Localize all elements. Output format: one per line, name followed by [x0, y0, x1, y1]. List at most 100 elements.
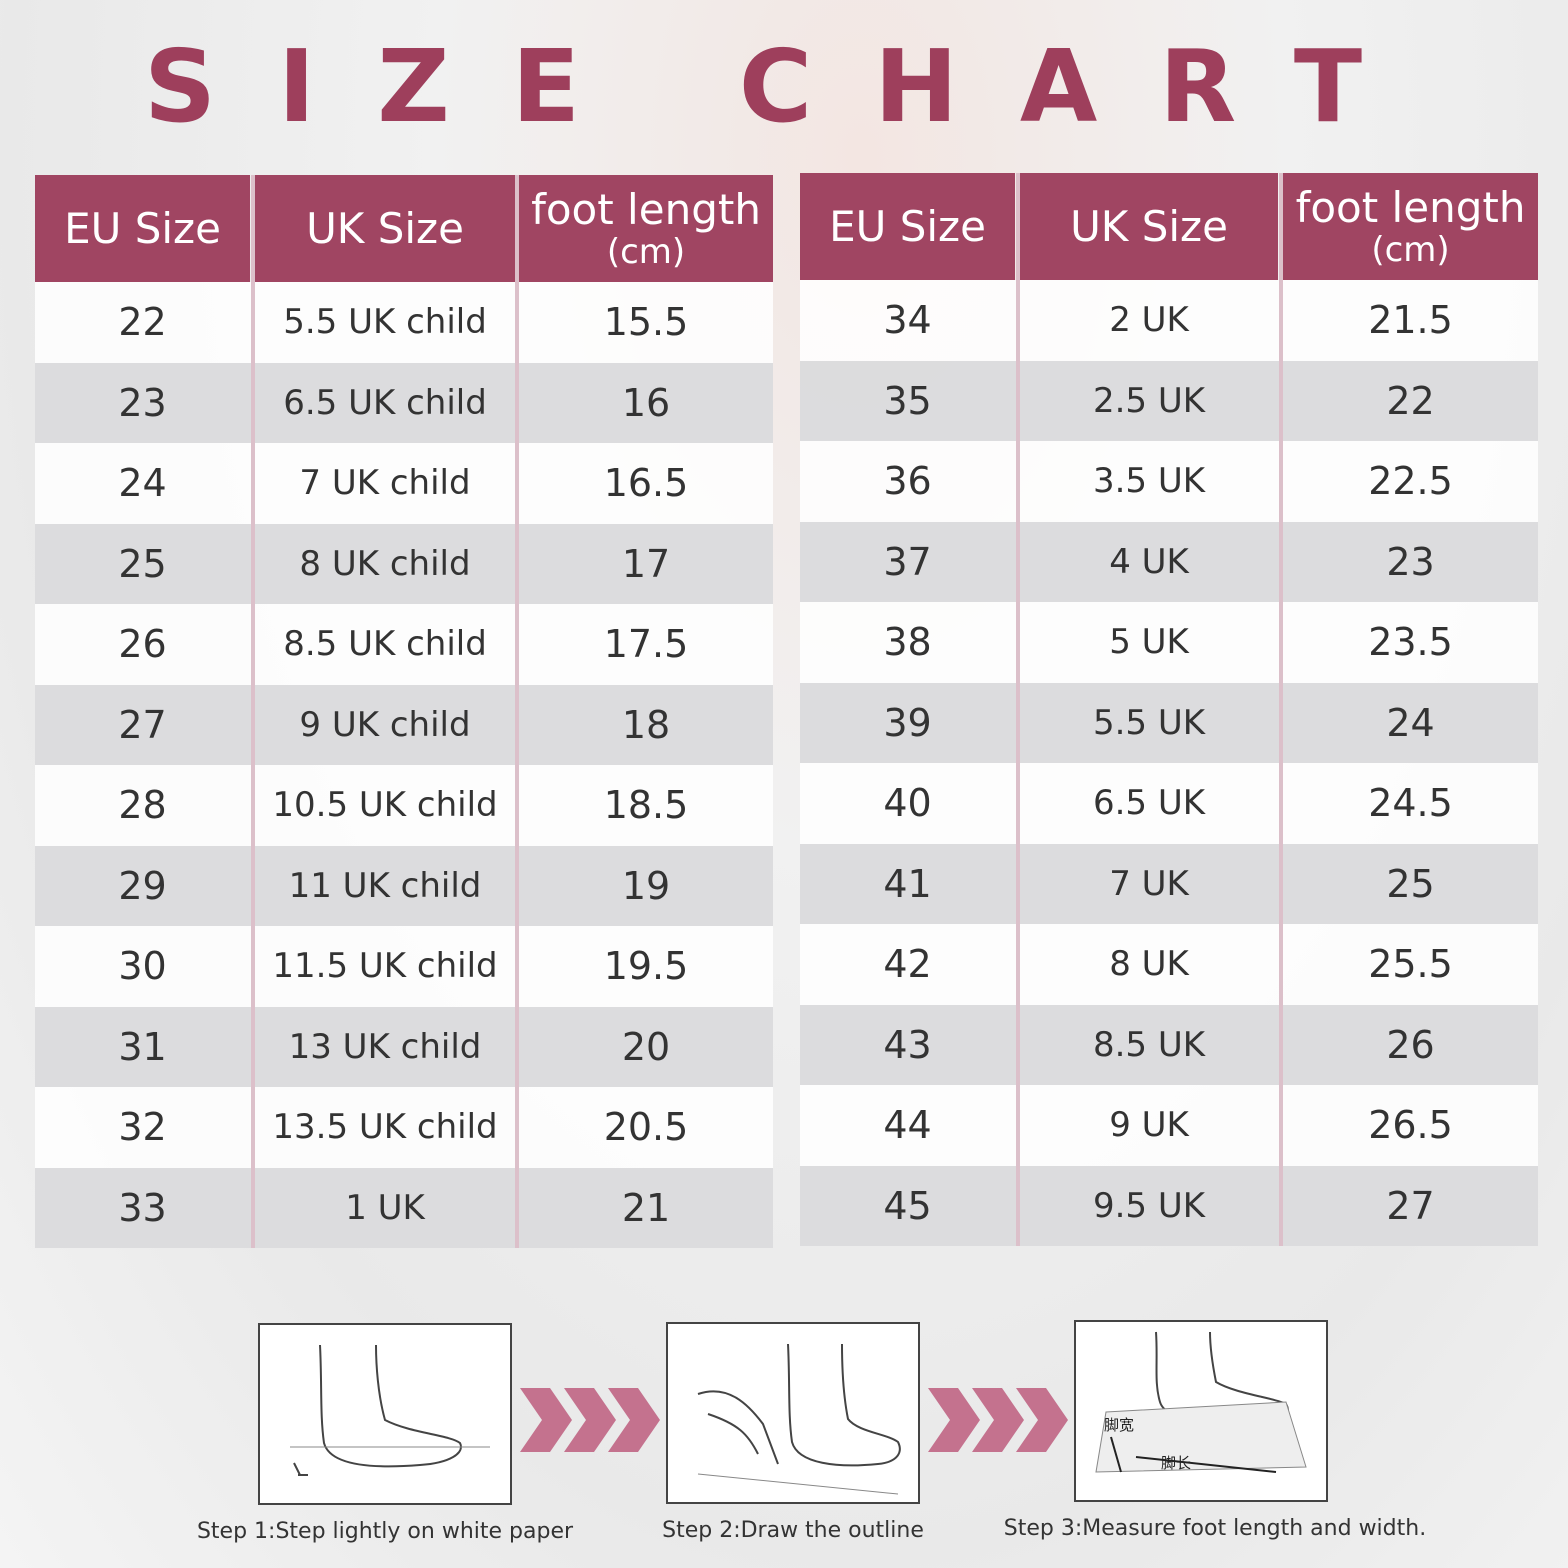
table-cell: 8.5 UK	[1092, 1024, 1206, 1065]
table-cell: 24.5	[1368, 781, 1453, 826]
header-cell: foot length (cm)	[519, 175, 773, 282]
table-cell: 18	[621, 702, 671, 747]
table-cell: 3.5 UK	[1092, 461, 1206, 502]
table-cell: 8 UK child	[299, 543, 471, 584]
table-cell: 9 UK	[1109, 1105, 1189, 1146]
row-band	[800, 602, 1538, 683]
table-cell: 6.5 UK	[1092, 783, 1206, 824]
table-cell: 5 UK	[1109, 622, 1189, 663]
table-cell: 17	[621, 541, 671, 586]
table-cell: 28	[118, 783, 167, 828]
table-cell: 9 UK child	[299, 704, 471, 745]
foot-sketch	[1095, 1331, 1307, 1473]
table-cell: 18.5	[603, 783, 689, 828]
table-cell: 21.5	[1368, 298, 1453, 343]
foot-sketch	[697, 1343, 901, 1495]
table-cell: 39	[883, 700, 932, 745]
header-text: UK Size	[306, 203, 464, 253]
table-cell: 20.5	[603, 1105, 689, 1150]
row-band	[35, 765, 773, 846]
row-band	[800, 924, 1538, 1005]
table-cell: 11.5 UK child	[272, 946, 498, 987]
column-separator	[515, 175, 519, 1248]
table-cell: 34	[883, 298, 932, 343]
arrow	[928, 1388, 1068, 1452]
table-cell: 40	[883, 781, 932, 826]
header-text: EU Size	[64, 203, 221, 253]
header-cell: UK Size	[255, 175, 515, 282]
row-band	[800, 843, 1538, 924]
table-cell: 30	[118, 944, 167, 989]
table-cell: 41	[883, 861, 932, 906]
table-cell: 13.5 UK child	[272, 1107, 498, 1148]
table-cell: 13 UK child	[288, 1026, 482, 1067]
table-cell: 26	[1386, 1022, 1435, 1067]
table-cell: 25	[1386, 861, 1435, 906]
table-cell: 27	[1386, 1183, 1435, 1228]
row-band	[800, 441, 1538, 522]
sketch-label: 脚长	[1161, 1454, 1192, 1472]
header-cell: EU Size	[800, 173, 1015, 280]
table-cell: 7 UK child	[299, 463, 471, 504]
table-cell: 36	[883, 459, 932, 504]
row-band	[35, 362, 773, 443]
step-caption: Step 2:Draw the outline	[662, 1518, 924, 1543]
row-band	[800, 280, 1538, 361]
foot-sketch	[290, 1344, 490, 1476]
table-cell: 25.5	[1368, 942, 1453, 987]
row-band	[800, 682, 1538, 763]
row-band	[35, 684, 773, 765]
table-cell: 25	[118, 541, 167, 586]
row-band	[35, 1087, 773, 1168]
step-image	[258, 1323, 512, 1505]
table-cell: 17.5	[603, 622, 689, 667]
arrow	[520, 1388, 660, 1452]
table-cell: 23	[118, 380, 167, 425]
table-cell: 21	[621, 1185, 671, 1230]
table-cell: 27	[118, 702, 167, 747]
table-cell: 22.5	[1368, 459, 1453, 504]
row-band	[35, 523, 773, 604]
table-cell: 22	[1386, 378, 1435, 423]
header-cell: EU Size	[35, 175, 250, 282]
table-cell: 22	[118, 300, 167, 345]
table-cell: 44	[883, 1103, 932, 1148]
step-caption: Step 3:Measure foot length and width.	[1003, 1516, 1427, 1541]
step-caption: Step 1:Step lightly on white paper	[196, 1519, 574, 1544]
table-cell: 19.5	[603, 944, 689, 989]
row-band	[800, 1004, 1538, 1085]
table-cell: 2.5 UK	[1092, 380, 1206, 421]
table-cell: 10.5 UK child	[272, 785, 498, 826]
table-cell: 5.5 UK	[1092, 702, 1206, 743]
header-unit: (cm)	[1371, 229, 1450, 270]
table-cell: 29	[118, 863, 167, 908]
header-text: EU Size	[829, 201, 986, 251]
row-band	[35, 604, 773, 685]
table-cell: 8 UK	[1109, 944, 1189, 985]
header-text: foot length	[1295, 182, 1526, 232]
table-cell: 33	[118, 1185, 167, 1230]
row-band	[35, 926, 773, 1007]
table-cell: 9.5 UK	[1092, 1185, 1206, 1226]
step-image: 脚宽 脚长	[1074, 1320, 1328, 1502]
table-cell: 8.5 UK child	[283, 624, 487, 665]
table-cell: 19	[621, 863, 671, 908]
table-cell: 20	[621, 1024, 671, 1069]
table-cell: 24	[118, 461, 167, 506]
table-cell: 35	[883, 378, 932, 423]
header-text: UK Size	[1070, 201, 1228, 251]
table-cell: 45	[883, 1183, 932, 1228]
row-band	[35, 845, 773, 926]
table-cell: 43	[883, 1022, 932, 1067]
column-separator	[1016, 173, 1020, 1246]
table-cell: 16.5	[603, 461, 689, 506]
row-band	[800, 521, 1538, 602]
step-image	[666, 1322, 920, 1504]
table-cell: 15.5	[603, 300, 689, 345]
column-separator	[1279, 173, 1283, 1246]
row-band	[800, 1165, 1538, 1246]
row-band	[35, 443, 773, 524]
header-cell: UK Size	[1020, 173, 1278, 280]
table-cell: 38	[883, 620, 932, 665]
row-band	[800, 1085, 1538, 1166]
